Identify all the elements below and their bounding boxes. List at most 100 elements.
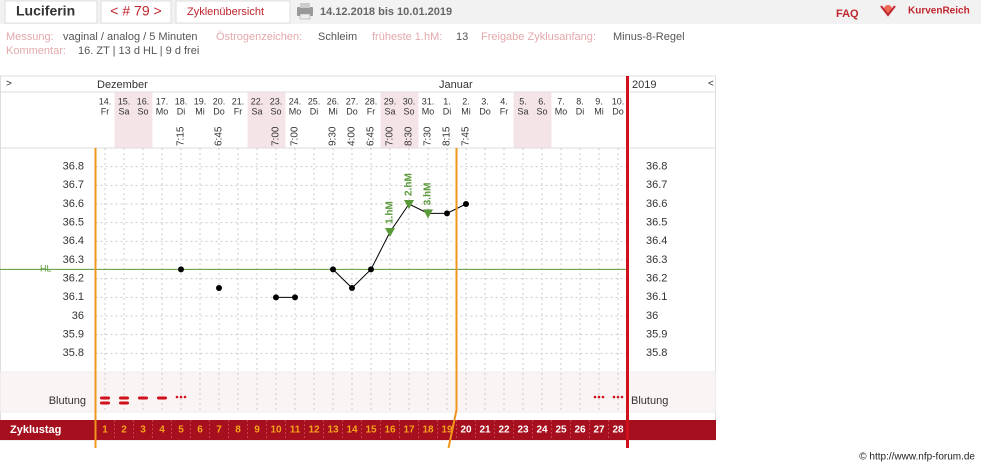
cycle-day: 23 — [517, 425, 529, 436]
cycle-day: 20 — [460, 425, 472, 436]
bleeding-mark — [138, 396, 148, 400]
weekday-label: Di — [443, 106, 452, 116]
cover-line-label: HL — [40, 264, 52, 274]
year-label: 2019 — [632, 79, 656, 91]
cycle-nav[interactable]: < # 79 > — [110, 3, 161, 19]
weekday-label: Do — [346, 106, 358, 116]
temperature-point — [368, 266, 374, 273]
bleeding-dot — [175, 395, 179, 399]
bleeding-dash — [119, 401, 129, 405]
cycle-day: 26 — [574, 425, 586, 436]
day-label: 9. — [595, 96, 603, 106]
cycle-day: 25 — [555, 425, 567, 436]
weekday-label: Sa — [118, 106, 129, 116]
weekday-label: Mo — [156, 106, 169, 116]
weekday-label: Di — [310, 106, 319, 116]
day-label: 17. — [156, 96, 169, 106]
info-value: vaginal / analog / 5 Minuten — [63, 31, 198, 43]
cycle-day: 18 — [422, 425, 434, 436]
info-label: früheste 1.hM: — [372, 31, 442, 43]
bleeding-dash — [138, 396, 148, 400]
bleeding-dash — [100, 401, 110, 405]
day-label: 2. — [462, 96, 470, 106]
faq-link[interactable]: FAQ — [836, 8, 859, 20]
cycle-day: 11 — [290, 425, 301, 436]
weekday-label: Do — [479, 106, 491, 116]
weekday-label: Fr — [234, 106, 243, 116]
day-label: 22. — [251, 96, 264, 106]
peak-marker — [385, 228, 395, 237]
cycle-day: 9 — [254, 425, 260, 436]
cycle-day: 1 — [102, 425, 108, 436]
info-value: 16. ZT | 13 d HL | 9 d frei — [78, 45, 199, 57]
bleeding-mark — [175, 395, 187, 399]
nav-right[interactable]: < — [708, 79, 714, 90]
peak-label: 3.hM — [423, 183, 434, 206]
info-value: Minus-8-Regel — [613, 31, 685, 43]
bleeding-dot — [612, 395, 616, 399]
weekday-label: Mi — [594, 106, 604, 116]
weekend-shade — [247, 92, 267, 148]
weekday-label: So — [137, 106, 148, 116]
y-tick-label-right: 36.4 — [646, 235, 667, 247]
weekend-shade — [133, 92, 153, 148]
time-label: 7:45 — [461, 126, 472, 146]
y-tick-label: 36 — [72, 310, 84, 322]
day-label: 1. — [443, 96, 451, 106]
y-tick-label-right: 36.7 — [646, 179, 667, 191]
day-label: 8. — [576, 96, 584, 106]
day-label: 16. — [137, 96, 150, 106]
day-label: 31. — [422, 96, 435, 106]
temperature-point — [216, 285, 222, 291]
overview-box[interactable] — [175, 0, 291, 24]
bleeding-label-right: Blutung — [631, 395, 668, 407]
info-label: Kommentar: — [6, 45, 66, 57]
day-label: 15. — [118, 96, 131, 106]
day-label: 27. — [346, 96, 359, 106]
month-label: Januar — [439, 79, 473, 91]
weekday-label: Mo — [289, 106, 302, 116]
weekday-label: So — [536, 106, 547, 116]
day-label: 7. — [557, 96, 565, 106]
bleeding-dash — [100, 396, 110, 400]
bleeding-dot — [597, 395, 601, 399]
day-label: 6. — [538, 96, 546, 106]
info-label: Östrogenzeichen: — [216, 31, 302, 43]
cycle-day: 24 — [536, 425, 548, 436]
title-box — [4, 0, 98, 24]
overview-link[interactable]: Zyklenübersicht — [187, 6, 264, 18]
day-label: 18. — [175, 96, 188, 106]
logo[interactable]: KurvenReich — [908, 6, 970, 17]
y-tick-label-right: 36.5 — [646, 217, 667, 229]
y-tick-label-right: 36.8 — [646, 161, 667, 173]
y-tick-label: 36.6 — [63, 198, 84, 210]
time-label: 4:00 — [347, 126, 358, 146]
cycle-day: 5 — [178, 425, 184, 436]
cycle-day: 12 — [308, 425, 320, 436]
weekday-label: Mi — [195, 106, 205, 116]
nav-box[interactable] — [100, 0, 172, 24]
weekday-label: Fr — [500, 106, 509, 116]
day-label: 14. — [99, 96, 112, 106]
bleeding-dash — [119, 396, 129, 400]
time-label: 6:45 — [214, 126, 225, 146]
info-label: Freigabe Zyklusanfang: — [481, 31, 596, 43]
print-icon[interactable] — [297, 3, 313, 20]
weekday-label: Do — [612, 106, 624, 116]
cycle-day: 15 — [365, 425, 377, 436]
weekday-label: Fr — [367, 106, 376, 116]
time-label: 7:30 — [423, 126, 434, 146]
day-label: 30. — [403, 96, 416, 106]
weekday-label: Di — [177, 106, 186, 116]
weekday-label: Di — [576, 106, 585, 116]
day-label: 21. — [232, 96, 245, 106]
y-tick-label-right: 36.3 — [646, 254, 667, 266]
bleeding-mark — [593, 395, 605, 399]
y-tick-label: 36.8 — [63, 161, 84, 173]
nav-left[interactable]: > — [6, 79, 12, 90]
time-label: 9:30 — [328, 126, 339, 146]
day-label: 10. — [612, 96, 625, 106]
bleeding-bg — [0, 371, 716, 413]
temperature-point — [178, 266, 184, 273]
